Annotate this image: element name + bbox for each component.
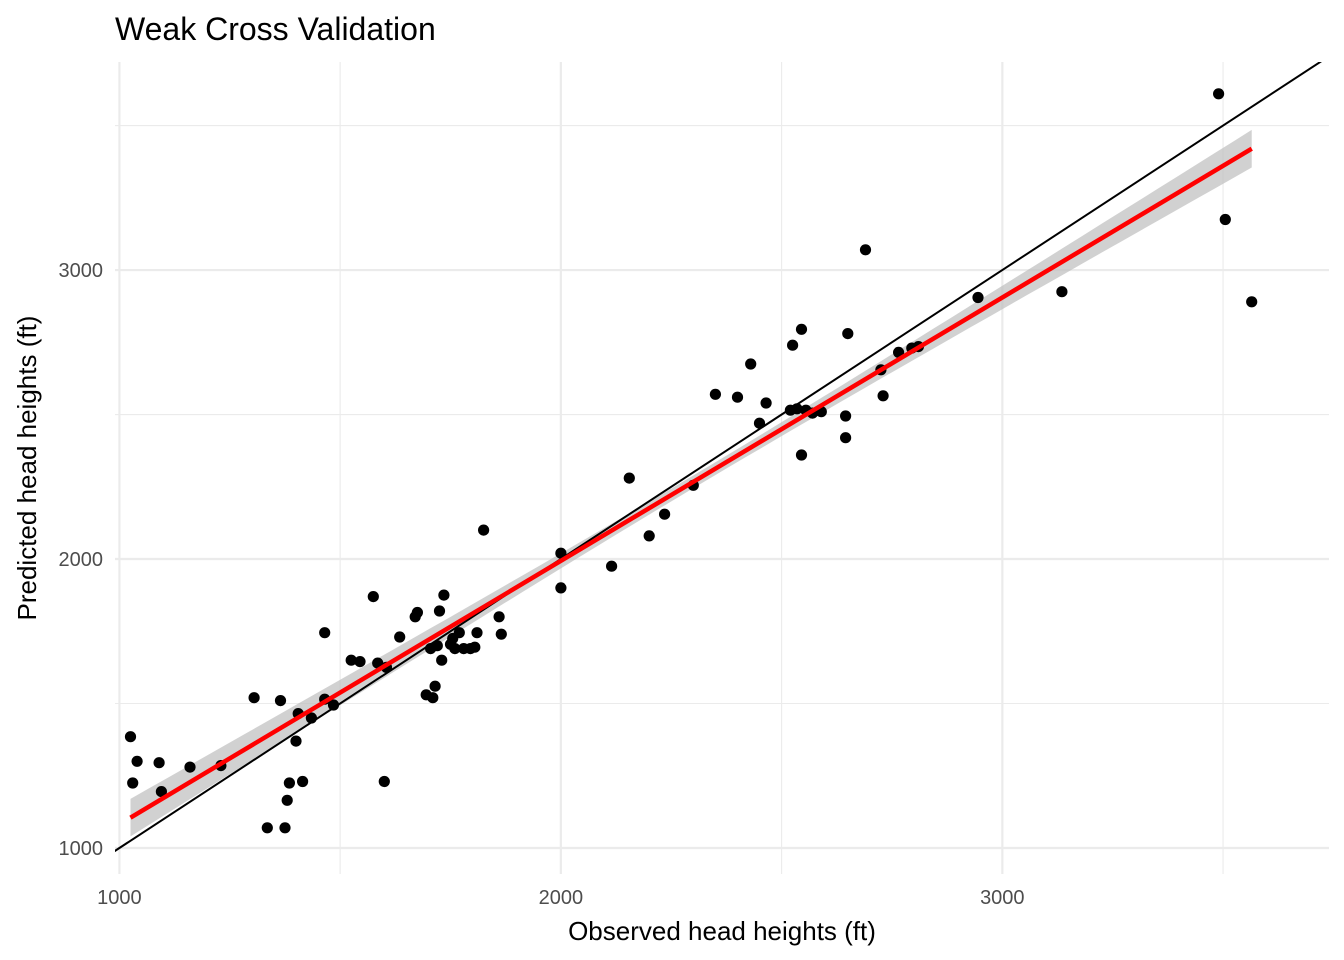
data-point [427, 692, 439, 704]
data-point [623, 472, 635, 484]
x-tick-label: 1000 [97, 887, 142, 909]
data-point [555, 582, 567, 594]
major-gridlines [115, 62, 1329, 874]
data-point [1219, 213, 1231, 226]
data-point [469, 641, 481, 653]
data-point [411, 606, 423, 619]
data-point [155, 786, 167, 798]
data-point [431, 640, 443, 652]
data-point [274, 695, 287, 707]
data-point [367, 591, 379, 603]
x-tick-label: 2000 [539, 887, 584, 909]
data-point [643, 530, 655, 542]
data-point [378, 775, 390, 788]
identity-line [115, 62, 1322, 853]
data-point [438, 589, 450, 601]
data-point [709, 388, 722, 400]
data-point [859, 244, 872, 256]
y-axis-title: Predicted head heights (ft) [12, 316, 42, 621]
data-point [436, 654, 448, 666]
data-point [283, 777, 295, 789]
data-point [659, 508, 671, 520]
data-point [1056, 286, 1068, 298]
chart-title: Weak Cross Validation [115, 11, 436, 47]
data-point [760, 397, 772, 409]
data-point [555, 547, 567, 559]
data-point [478, 524, 490, 536]
data-point [297, 775, 309, 788]
data-point [787, 339, 799, 351]
data-point [453, 627, 465, 639]
data-point [319, 627, 331, 639]
data-point [127, 777, 139, 789]
data-point [1213, 88, 1225, 100]
data-point [840, 410, 852, 422]
data-point [124, 731, 137, 743]
data-point [495, 628, 507, 640]
data-point [842, 328, 854, 340]
data-point [795, 449, 808, 461]
data-point [281, 794, 293, 806]
data-point [279, 822, 291, 834]
data-point [354, 656, 366, 668]
data-point [1246, 296, 1258, 308]
data-point [795, 323, 808, 335]
x-axis-title: Observed head heights (ft) [568, 916, 876, 946]
y-tick-label: 3000 [59, 260, 104, 282]
data-point [449, 643, 461, 655]
data-point [305, 712, 317, 724]
data-point [877, 390, 889, 402]
data-point [290, 735, 302, 747]
fit-line [129, 146, 1253, 820]
data-point [493, 611, 505, 623]
data-point [429, 680, 441, 692]
data-point [471, 627, 483, 639]
data-point [327, 699, 340, 711]
x-tick-labels: 1000 2000 3000 [97, 887, 1024, 909]
data-point [153, 757, 165, 769]
data-point [394, 631, 406, 643]
data-point [791, 403, 803, 415]
data-point [248, 692, 260, 704]
data-point [972, 291, 984, 304]
y-tick-labels: 1000 2000 3000 [59, 260, 104, 860]
data-point [433, 605, 446, 617]
data-point [840, 432, 852, 444]
x-tick-label: 3000 [980, 887, 1025, 909]
data-point [731, 391, 744, 403]
data-point [606, 560, 618, 572]
data-point [753, 417, 766, 429]
data-point [184, 761, 196, 773]
data-point [131, 755, 143, 767]
y-tick-label: 1000 [59, 838, 104, 860]
data-point [261, 822, 273, 834]
data-point [345, 654, 357, 666]
data-point [745, 358, 757, 370]
y-tick-label: 2000 [59, 549, 104, 571]
